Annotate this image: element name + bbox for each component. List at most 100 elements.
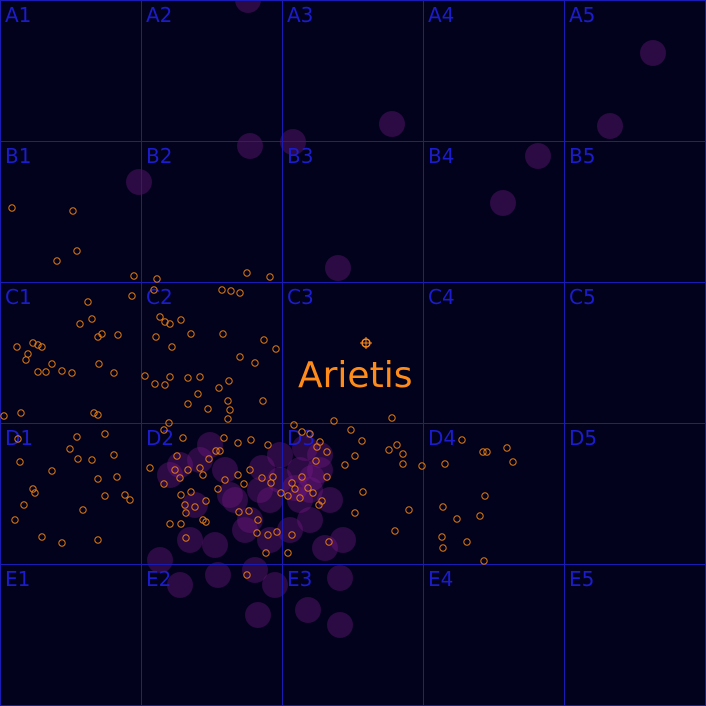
star-dot [128,292,136,300]
star-dot [325,538,333,546]
star-dot [216,447,224,455]
selected-star-name[interactable]: Arietis [298,355,412,396]
sector-label-c5: C5 [569,285,596,309]
star-dot [247,436,255,444]
star-dot [94,411,102,419]
nebula-cloud [287,487,313,513]
nebula-cloud [327,565,353,591]
star-dot [214,485,222,493]
sector-label-e2: E2 [146,567,171,591]
star-marker-icon[interactable] [360,337,372,349]
star-dot [359,488,367,496]
star-dot [480,557,488,565]
nebula-cloud [262,572,288,598]
star-dot [11,516,19,524]
nebula-cloud [257,487,283,513]
star-dot [236,353,244,361]
star-dot [298,473,306,481]
star-dot [202,518,210,526]
nebula-cloud [157,462,183,488]
nebula-cloud [282,475,308,501]
nebula-cloud [325,255,351,281]
star-dot [269,473,277,481]
star-dot [481,492,489,500]
star-dot [438,533,446,541]
star-dot [17,409,25,417]
star-dot [177,316,185,324]
star-dot [191,503,199,511]
nebula-cloud [217,482,243,508]
sector-label-b4: B4 [428,144,454,168]
star-dot [8,204,16,212]
star-dot [181,501,189,509]
nebula-cloud [379,111,405,137]
star-dot [316,438,324,446]
star-dot [202,497,210,505]
nebula-cloud [247,477,273,503]
star-dot [393,441,401,449]
star-dot [273,528,281,536]
star-dot [234,439,242,447]
nebula-cloud [490,190,516,216]
star-dot [347,426,355,434]
star-dot [187,330,195,338]
star-dot [290,421,298,429]
nebula-cloud [249,455,275,481]
selected-star[interactable]: Arietis [298,337,412,396]
star-dot [66,445,74,453]
star-dot [90,409,98,417]
star-dot [160,480,168,488]
nebula-cloud [299,465,325,491]
star-dot [439,503,447,511]
star-dot [234,471,242,479]
star-dot [165,419,173,427]
star-dot [150,286,158,294]
star-dot [219,330,227,338]
star-dot [296,494,304,502]
star-dot [73,247,81,255]
star-dot [264,531,272,539]
star-dot [405,506,413,514]
star-dot [177,491,185,499]
star-dot [418,462,426,470]
star-dot [476,512,484,520]
star-dot [42,368,50,376]
star-dot [388,414,396,422]
star-dot [236,289,244,297]
star-dot [31,489,39,497]
nebula-cloud [235,0,261,13]
nebula-cloud [212,457,238,483]
nebula-cloud [187,447,213,473]
nebula-cloud [245,602,271,628]
star-dot [58,539,66,547]
star-dot [441,460,449,468]
star-dot [304,484,312,492]
star-dot [152,333,160,341]
star-dot [29,485,37,493]
sector-label-d5: D5 [569,426,597,450]
star-dot [168,343,176,351]
sector-label-a3: A3 [287,3,313,27]
star-dot [58,367,66,375]
star-dot [204,405,212,413]
nebula-cloud [312,535,338,561]
star-dot [184,374,192,382]
nebula-cloud [167,572,193,598]
star-dot [69,207,77,215]
star-dot [101,492,109,500]
star-dot [235,508,243,516]
star-dot [259,397,267,405]
star-dot [161,381,169,389]
star-dot [110,451,118,459]
star-dot [177,520,185,528]
star-dot [253,529,261,537]
star-dot [323,473,331,481]
star-dot [113,473,121,481]
nebula-cloud [202,532,228,558]
nebula-cloud [295,597,321,623]
star-dot [184,400,192,408]
star-dot [224,415,232,423]
star-dot [179,434,187,442]
nebula-cloud [525,143,551,169]
